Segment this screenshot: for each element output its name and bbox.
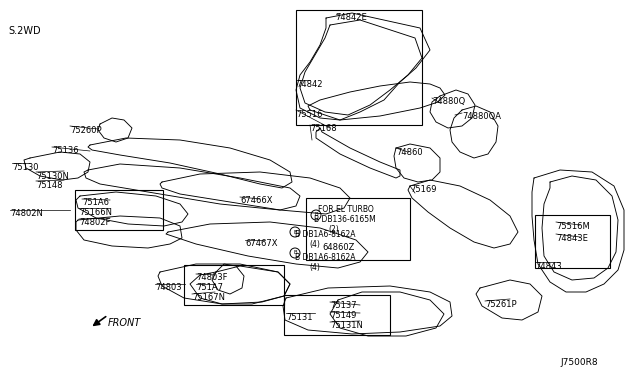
- Text: FOR EL TURBO: FOR EL TURBO: [318, 205, 374, 214]
- Text: 74880Q: 74880Q: [432, 97, 465, 106]
- Text: 74842E: 74842E: [335, 13, 367, 22]
- Text: 74802N: 74802N: [10, 209, 43, 218]
- Text: S.2WD: S.2WD: [8, 26, 40, 36]
- Text: 75131: 75131: [286, 313, 312, 322]
- Text: 75168: 75168: [310, 124, 337, 133]
- Text: B DB136-6165M: B DB136-6165M: [314, 215, 376, 224]
- Text: 74802F: 74802F: [79, 218, 110, 227]
- Text: 67466X: 67466X: [240, 196, 273, 205]
- Text: B: B: [293, 230, 297, 234]
- Bar: [284, 295, 390, 335]
- Bar: [306, 198, 410, 260]
- Text: (2): (2): [328, 225, 339, 234]
- Text: FRONT: FRONT: [108, 318, 141, 328]
- Text: 75130: 75130: [12, 163, 38, 172]
- Text: 75261P: 75261P: [485, 300, 516, 309]
- Bar: [184, 265, 284, 305]
- Text: 75260P: 75260P: [70, 126, 102, 135]
- Text: 75169: 75169: [410, 185, 436, 194]
- Text: 75167N: 75167N: [192, 293, 225, 302]
- Text: 75149: 75149: [330, 311, 356, 320]
- Text: 75166N: 75166N: [79, 208, 112, 217]
- Bar: [296, 10, 422, 125]
- Text: 75516M: 75516M: [556, 222, 589, 231]
- Text: 74803F: 74803F: [196, 273, 227, 282]
- Text: (4): (4): [309, 263, 320, 272]
- Text: J7500R8: J7500R8: [560, 358, 598, 367]
- Text: B: B: [293, 250, 297, 256]
- Text: 75136: 75136: [52, 146, 79, 155]
- Text: 74880QA: 74880QA: [462, 112, 501, 121]
- Text: 74803: 74803: [155, 283, 182, 292]
- Bar: [535, 215, 610, 268]
- Text: 75131N: 75131N: [330, 321, 363, 330]
- Text: 67467X: 67467X: [245, 239, 278, 248]
- Text: 74843: 74843: [535, 262, 562, 271]
- Text: 64860Z: 64860Z: [322, 243, 355, 252]
- Text: B DB1A6-8162A: B DB1A6-8162A: [295, 230, 355, 239]
- Text: 74842: 74842: [296, 80, 323, 89]
- Text: B: B: [314, 212, 318, 218]
- Text: 75130N: 75130N: [36, 172, 69, 181]
- Text: 75148: 75148: [36, 181, 63, 190]
- Text: 75516: 75516: [296, 110, 323, 119]
- Text: 74843E: 74843E: [556, 234, 588, 243]
- Text: 75137: 75137: [330, 301, 356, 310]
- Text: (4): (4): [309, 240, 320, 249]
- Text: 751A6: 751A6: [82, 198, 109, 207]
- Bar: [75, 190, 163, 230]
- Text: B DB1A6-8162A: B DB1A6-8162A: [295, 253, 355, 262]
- Text: 751A7: 751A7: [196, 283, 223, 292]
- Text: 74860: 74860: [396, 148, 422, 157]
